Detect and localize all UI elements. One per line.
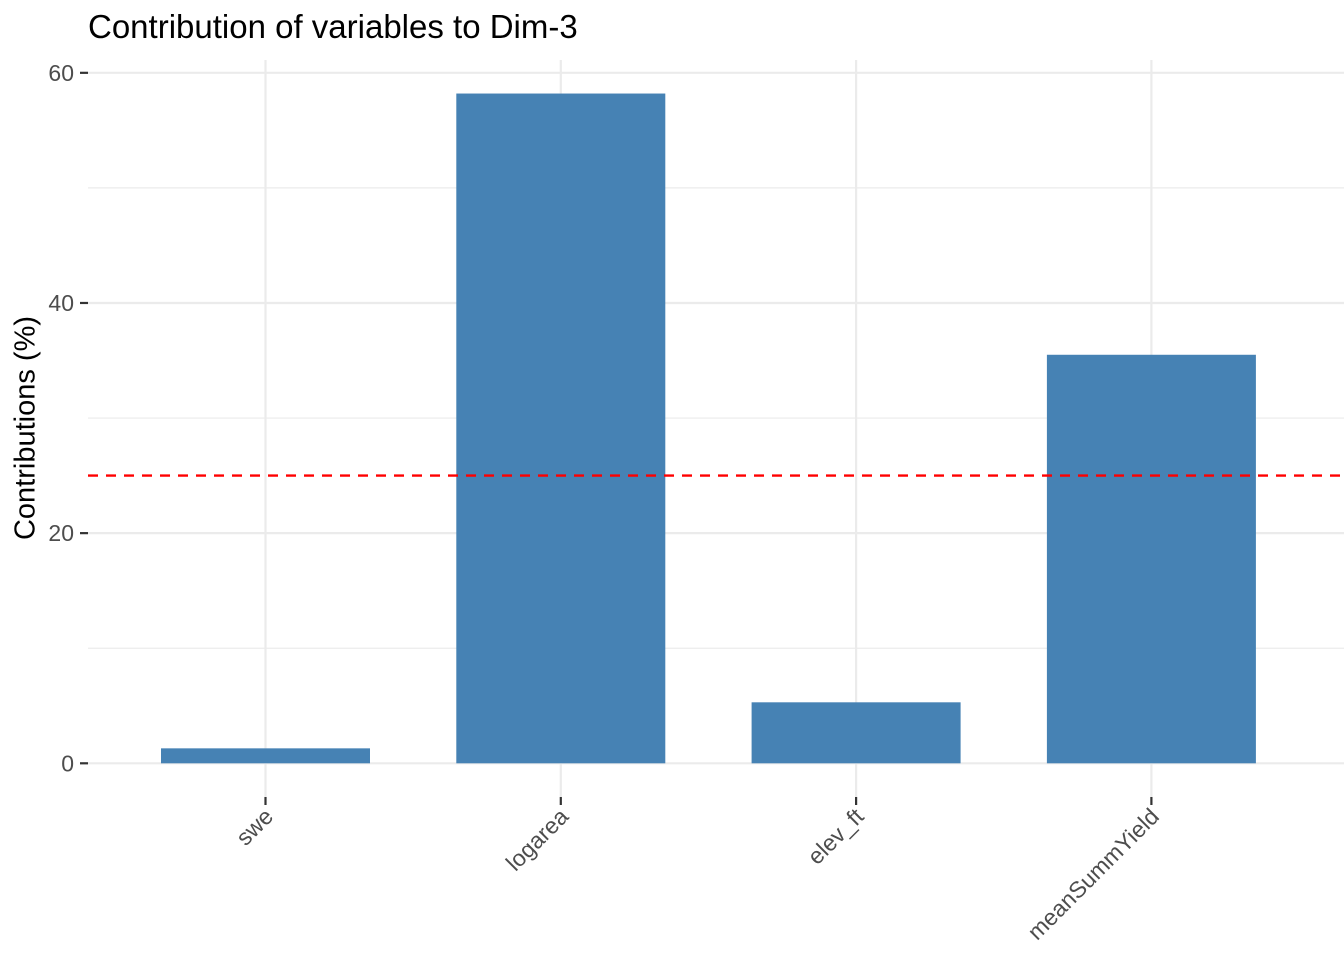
x-tick-label: swe — [231, 803, 278, 850]
x-tick-label: meanSummYield — [1022, 803, 1164, 945]
y-tick-label: 0 — [61, 750, 74, 776]
bar-meanSummYield — [1046, 354, 1256, 764]
plot-title: Contribution of variables to Dim-3 — [88, 8, 578, 45]
x-tick-label: logarea — [501, 803, 574, 876]
x-tick-label: elev_ft — [802, 803, 869, 870]
y-tick-label: 40 — [48, 290, 74, 316]
y-tick-label: 60 — [48, 60, 74, 86]
bar-swe — [161, 748, 370, 764]
bar-logarea — [456, 93, 666, 764]
y-tick-label: 20 — [48, 520, 74, 546]
bar-elev_ft — [751, 702, 961, 764]
